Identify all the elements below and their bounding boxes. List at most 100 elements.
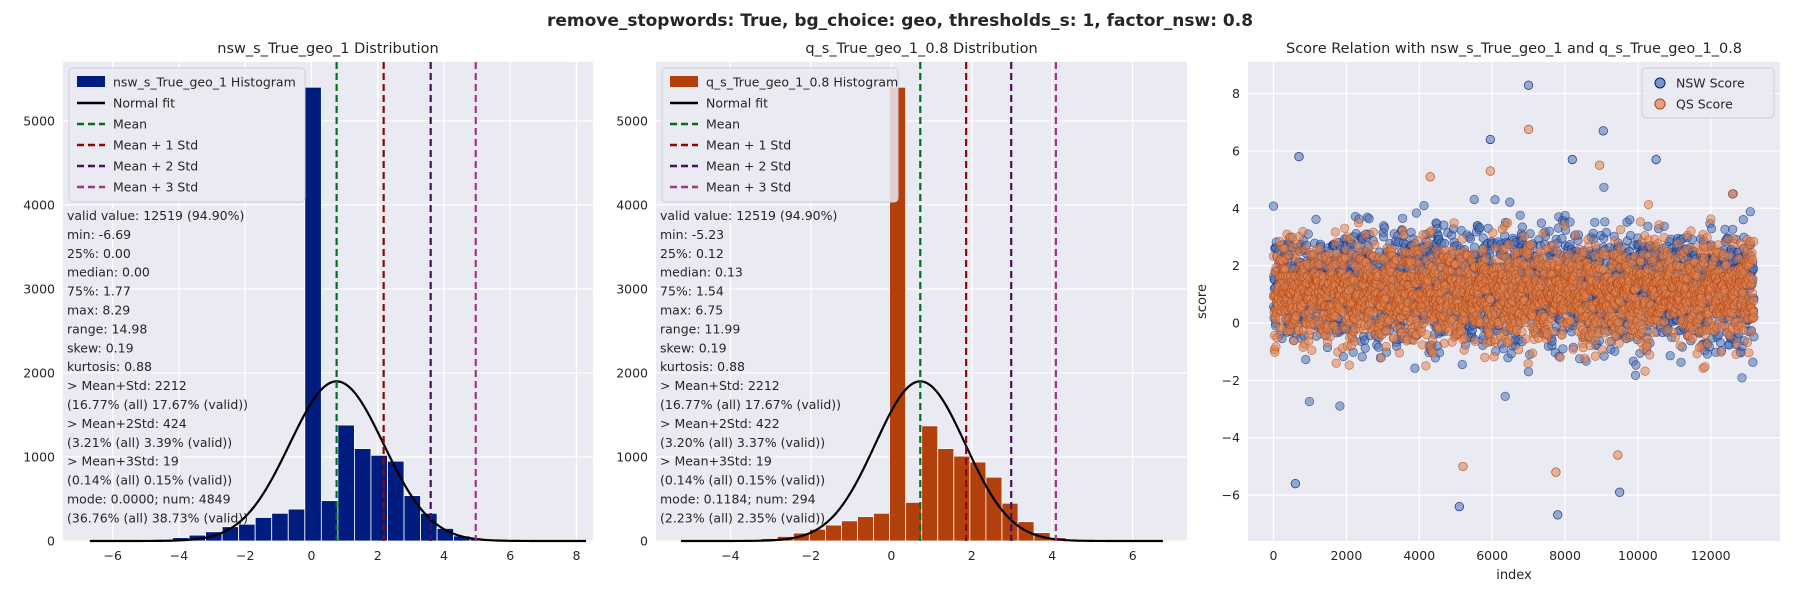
scatter-point [1428, 336, 1437, 345]
scatter-point [1299, 227, 1308, 236]
stats-line: min: -5.23 [660, 227, 724, 242]
scatter-point [1326, 332, 1335, 341]
scatter-point [1591, 352, 1600, 361]
scatter-point [1553, 511, 1562, 520]
stats-line: (0.14% (all) 0.15% (valid)) [67, 473, 232, 488]
scatter-point [1666, 351, 1675, 360]
x-tick-label: 8000 [1549, 548, 1581, 563]
scatter-point [1458, 360, 1467, 369]
scatter-point [1475, 223, 1484, 232]
stats-line: (3.21% (all) 3.39% (valid)) [67, 435, 232, 450]
x-axis-label: index [1496, 568, 1532, 583]
histogram-bar [922, 426, 938, 541]
scatter-point [1422, 362, 1431, 371]
scatter-point [1486, 135, 1495, 144]
legend-label: Normal fit [706, 96, 768, 111]
stats-line: (36.76% (all) 38.73% (valid)) [67, 510, 248, 525]
scatter-point [1501, 392, 1510, 401]
scatter-point [1481, 353, 1490, 362]
legend-label: Mean [113, 117, 147, 132]
scatter-point [1458, 235, 1467, 244]
scatter-point [1526, 240, 1535, 249]
legend-label: Mean + 3 Std [113, 180, 198, 195]
scatter-point [1361, 344, 1370, 353]
scatter-point [1377, 353, 1386, 362]
scatter-point [1390, 334, 1399, 343]
legend-label: Mean + 2 Std [113, 159, 198, 174]
scatter-point [1365, 215, 1374, 224]
y-tick-label: 2 [1232, 258, 1240, 273]
x-tick-label: 6 [1129, 548, 1137, 563]
scatter-point [1466, 235, 1475, 244]
stats-line: > Mean+3Std: 19 [660, 454, 772, 469]
stats-line: mode: 0.1184; num: 294 [660, 492, 816, 507]
scatter-point [1639, 325, 1648, 334]
y-tick-label: −6 [1222, 488, 1240, 503]
x-tick-label: −4 [721, 548, 739, 563]
histogram-bar [387, 461, 404, 541]
scatter-point [1505, 337, 1514, 346]
x-tick-label: −6 [103, 548, 121, 563]
histogram-bar [825, 525, 841, 541]
scatter-point [1491, 243, 1500, 252]
stats-line: kurtosis: 0.88 [67, 359, 152, 374]
scatter-point [1739, 215, 1748, 224]
histogram-bar [841, 521, 857, 541]
y-tick-label: 3000 [616, 281, 648, 296]
histogram-bar [857, 517, 873, 541]
histogram-bar [288, 509, 305, 541]
y-tick-label: 0 [47, 534, 55, 549]
scatter-point [1567, 316, 1576, 325]
scatter-point [1382, 326, 1391, 335]
scatter-point [1611, 347, 1620, 356]
scatter-point [1418, 341, 1427, 350]
x-tick-label: 0 [1270, 548, 1278, 563]
scatter-point [1645, 351, 1654, 360]
y-tick-label: 1000 [23, 449, 55, 464]
stats-line: max: 8.29 [67, 303, 130, 318]
x-tick-label: 4 [1048, 548, 1056, 563]
scatter-point [1655, 221, 1664, 230]
legend-label: nsw_s_True_geo_1 Histogram [113, 75, 296, 90]
stats-line: valid value: 12519 (94.90%) [67, 208, 244, 223]
scatter-point [1601, 218, 1610, 227]
legend-swatch [77, 76, 105, 87]
histogram-bar [1002, 503, 1018, 541]
scatter-point [1641, 367, 1650, 376]
x-tick-label: 4 [440, 548, 448, 563]
scatter-point [1400, 231, 1409, 240]
stats-line: (16.77% (all) 17.67% (valid)) [67, 397, 248, 412]
scatter-point [1479, 245, 1488, 254]
scatter-point [1660, 233, 1669, 242]
x-tick-label: 2000 [1330, 548, 1362, 563]
scatter-point [1611, 237, 1620, 246]
x-tick-label: 6 [506, 548, 514, 563]
scatter-point [1429, 349, 1438, 358]
scatter-point [1528, 349, 1537, 358]
x-tick-label: 8 [572, 548, 580, 563]
scatter-point [1636, 218, 1645, 227]
y-tick-label: 0 [640, 534, 648, 549]
y-axis-label: score [1195, 284, 1210, 319]
scatter-point [1644, 200, 1653, 209]
y-tick-label: 0 [1232, 316, 1240, 331]
scatter-point [1340, 224, 1349, 233]
stats-line: range: 11.99 [660, 321, 740, 336]
histogram-bar [255, 517, 272, 541]
scatter-point [1469, 250, 1478, 259]
scatter-point [1738, 374, 1747, 383]
y-tick-label: 6 [1232, 143, 1240, 158]
scatter-point [1616, 244, 1625, 253]
scatter-point [1379, 233, 1388, 242]
stats-line: max: 6.75 [660, 303, 723, 318]
scatter-point [1601, 329, 1610, 338]
stats-line: > Mean+Std: 2212 [660, 378, 780, 393]
scatter-point [1644, 222, 1653, 231]
stats-line: 25%: 0.00 [67, 246, 131, 261]
scatter-point [1728, 225, 1737, 234]
scatter-point [1626, 216, 1635, 225]
scatter-point [1369, 228, 1378, 237]
stats-line: 75%: 1.77 [67, 284, 131, 299]
scatter-point [1491, 195, 1500, 204]
scatter-point [1600, 183, 1609, 192]
